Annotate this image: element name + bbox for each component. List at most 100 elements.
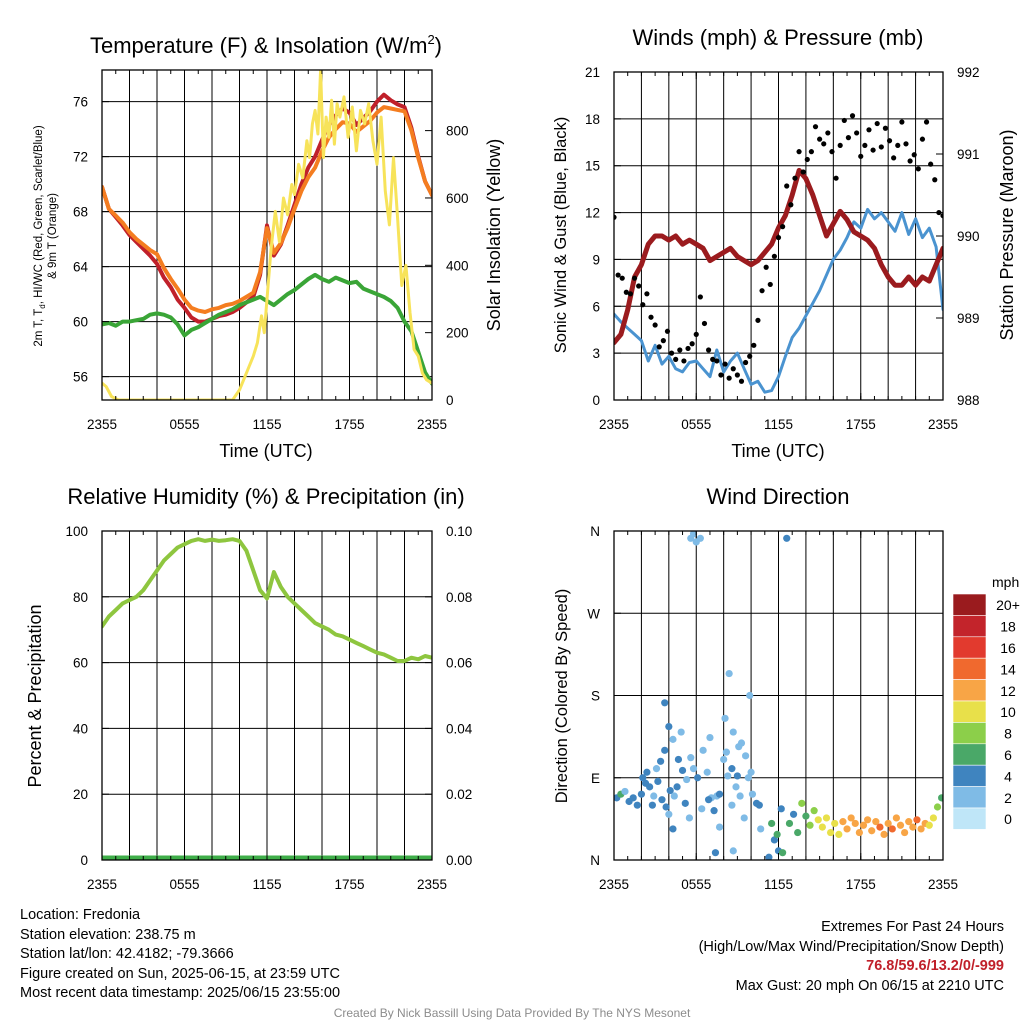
direction-point [703,768,711,776]
x-tick-label: 1755 [846,877,876,892]
x-tick-label: 2355 [87,877,117,892]
y-tick-label: 21 [585,65,600,80]
temperature-right-ylabel: Solar Insolation (Yellow) [484,139,504,331]
direction-point [658,796,666,804]
x-tick-label: 1155 [764,417,793,432]
direction-point [913,816,921,824]
direction-point [855,828,863,837]
direction-point [757,825,765,833]
y-tick-label: 12 [585,206,600,221]
9m-t-line [102,105,432,314]
gust-point [907,158,913,164]
temperature-left-ylabel-line2: & 9m T (Orange) [47,193,59,279]
colorbar-label: 6 [1004,747,1012,763]
gust-point [780,224,786,230]
colorbar-label: 0 [1004,811,1012,827]
direction-point [789,810,798,818]
direction-point [917,825,925,833]
direction-point [826,828,835,837]
y-tick-label: S [591,689,600,704]
gust-point [899,119,905,125]
direction-point [639,774,647,782]
direction-point [721,714,729,722]
gust-point [866,127,872,133]
gust-point [660,338,666,344]
y-tick-label: 40 [73,721,88,736]
direction-point [722,748,731,756]
direction-point [736,792,744,800]
gust-point [882,125,889,131]
direction-point [847,814,855,822]
direction-point [665,722,673,731]
gust-point [627,291,634,297]
direction-point [740,814,748,822]
temperature-title: Temperature (F) & Insolation (W/m2) [90,32,442,58]
direction-point [747,768,755,776]
gust-point [714,358,720,364]
elevation-text: Station elevation: 238.75 m [20,926,196,943]
gust-point [862,142,868,149]
direction-point [710,807,718,815]
sonic-wind-line [614,207,943,394]
direction-point [698,805,706,813]
x-tick-label: 2355 [599,877,629,892]
x-tick-label: 1155 [252,417,281,432]
gust-point [697,294,703,300]
direction-point [669,735,677,743]
winds-right-ylabel: Station Pressure (Maroon) [997,129,1017,340]
gust-point [722,361,728,367]
gust-point [825,130,831,136]
gust-point [664,328,671,334]
gust-point [837,142,843,149]
y-tick-label: 18 [585,112,600,127]
colorbar-label: 8 [1004,726,1012,742]
direction-point [748,790,757,798]
y2-tick-label: 0.00 [446,853,472,868]
direction-point [768,819,776,828]
gust-point [792,175,798,181]
y2-tick-label: 800 [446,124,469,139]
y-tick-label: 56 [73,370,88,385]
direction-point [814,816,822,824]
direction-point [742,752,750,760]
direction-point [839,818,847,826]
2m-t-line [102,92,432,324]
direction-point [755,801,763,809]
gust-point [636,283,642,289]
gust-point [619,275,625,281]
gust-point [915,166,921,172]
colorbar-swatch [952,636,987,659]
direction-point [648,801,656,809]
direction-point [720,755,728,764]
direction-point [732,783,740,791]
gust-point [874,120,880,127]
direction-point [806,821,814,829]
extremes-title: Extremes For Past 24 Hours [821,919,1004,935]
direction-point [868,827,876,835]
gust-point [870,147,876,153]
series-group [102,537,432,860]
direction-point [876,823,884,831]
direction-point [770,836,778,844]
y-tick-label: 60 [73,656,88,671]
x-tick-label: 0555 [681,877,711,892]
speed-colorbar: 20+ 18 16 14 12 10 8 6 4 2 0 [952,593,1020,830]
direction-point [909,823,917,831]
gust-point [677,347,683,353]
direction-point [884,819,892,828]
direction-point [729,847,737,855]
y-tick-label: N [590,524,600,539]
location-text: Location: Fredonia [20,907,141,923]
direction-point [704,796,713,804]
direction-point [779,849,787,857]
y-tick-label: 68 [73,205,88,220]
gust-point [878,144,884,150]
direction-point [665,810,673,818]
gust-point [734,372,740,378]
gust-point [685,345,691,352]
gust-point [784,183,790,189]
humidity-title: Relative Humidity (%) & Precipitation (i… [67,484,464,509]
direction-point [798,799,806,807]
x-tick-label: 2355 [928,417,958,432]
direction-point [652,765,661,773]
